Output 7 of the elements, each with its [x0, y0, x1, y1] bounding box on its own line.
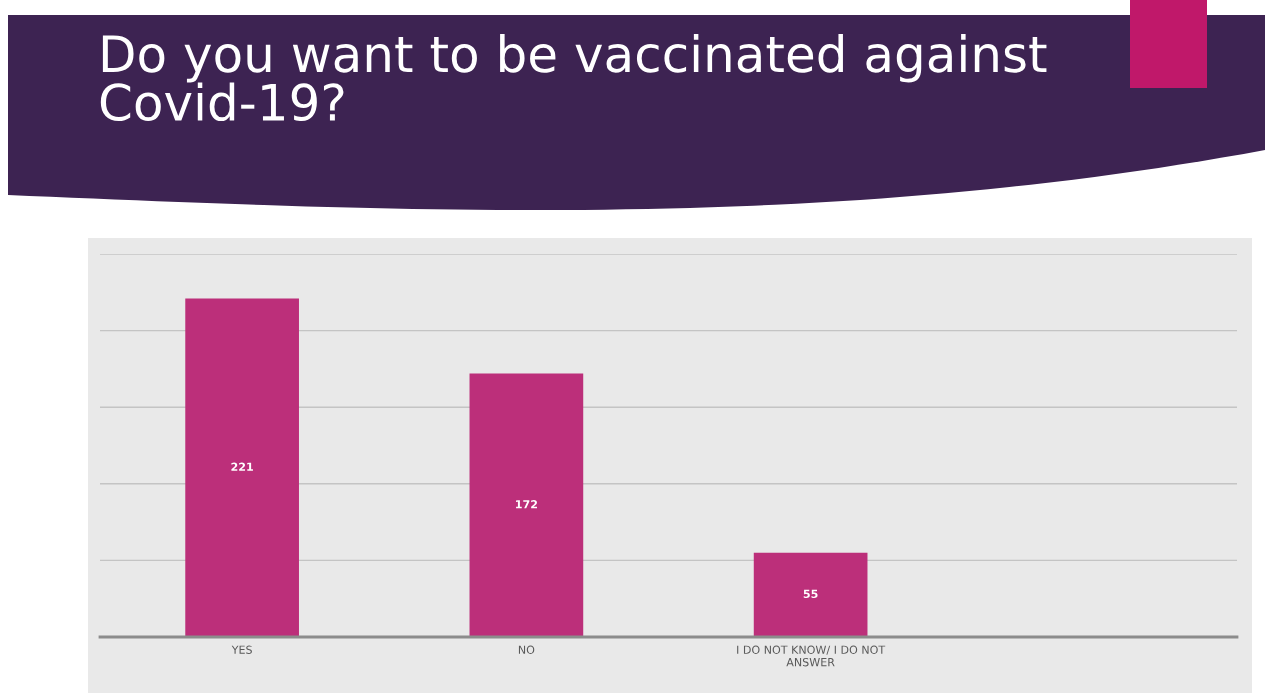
data-label: 221 [231, 462, 253, 471]
x-tick-label: YES [231, 645, 252, 654]
chart-title: Do you want to be vaccinated against Covid-19? [100, 34, 1047, 122]
x-tick-label: I DO NOT KNOW/ I DO NOT ANSWER [737, 645, 886, 667]
data-label: 55 [803, 589, 818, 599]
data-label: 172 [516, 500, 538, 509]
x-tick-label: NO [518, 645, 535, 654]
